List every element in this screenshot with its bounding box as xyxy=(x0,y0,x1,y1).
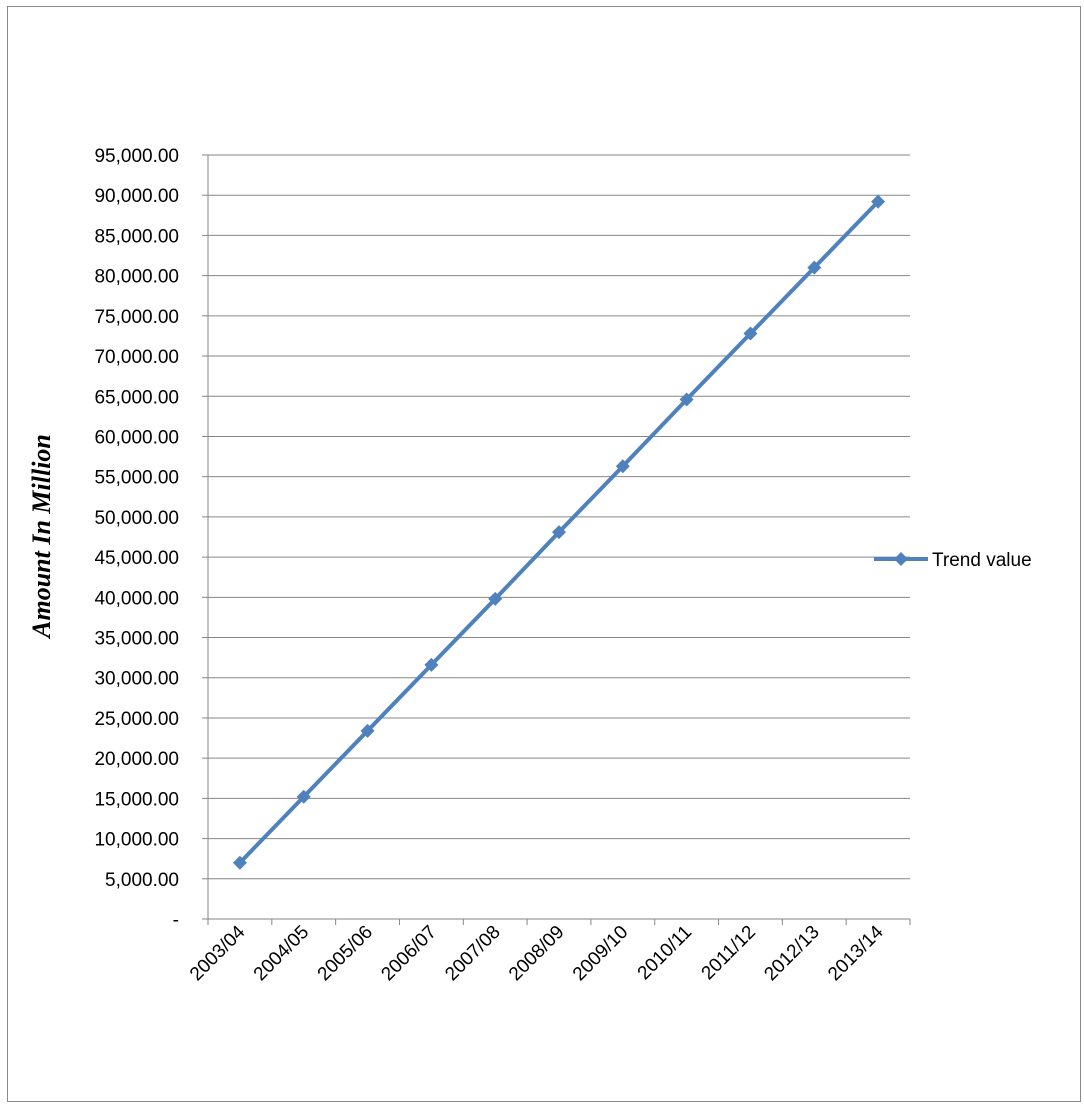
y-tick-label: 95,000.00 xyxy=(94,146,179,167)
x-tick-label: 2006/07 xyxy=(377,922,440,985)
x-tick-label: 2013/14 xyxy=(824,921,888,985)
y-tick-label: 45,000.00 xyxy=(94,548,179,569)
series-group xyxy=(232,194,886,870)
y-tick-label: 20,000.00 xyxy=(94,749,179,770)
data-point xyxy=(615,459,630,474)
axes xyxy=(202,154,911,925)
y-tick-label: 90,000.00 xyxy=(94,186,179,207)
x-tick-label: 2009/10 xyxy=(569,922,632,985)
y-tick-label: 60,000.00 xyxy=(94,427,179,448)
x-tick-label: 2004/05 xyxy=(250,922,313,985)
y-tick-label: 70,000.00 xyxy=(94,347,179,368)
data-point xyxy=(679,392,694,407)
data-point xyxy=(871,194,886,209)
legend-marker xyxy=(894,552,908,566)
y-tick-label: 30,000.00 xyxy=(94,669,179,690)
data-point xyxy=(488,591,503,606)
y-tick-label: 80,000.00 xyxy=(94,267,179,288)
x-tick-label: 2010/11 xyxy=(634,922,696,984)
x-tick-label: 2008/09 xyxy=(505,922,568,985)
legend-label: Trend value xyxy=(932,550,1032,571)
y-tick-label: 25,000.00 xyxy=(94,709,179,730)
data-point xyxy=(552,525,566,540)
x-tick-label: 2011/12 xyxy=(698,922,760,984)
y-tick-label: 75,000.00 xyxy=(94,307,179,328)
data-point xyxy=(296,789,311,804)
data-point xyxy=(360,723,375,738)
y-tick-label: 40,000.00 xyxy=(94,588,179,609)
x-tick-label: 2003/04 xyxy=(186,921,250,985)
y-tick-label: 85,000.00 xyxy=(94,226,179,247)
y-tick-label: 55,000.00 xyxy=(94,468,179,489)
y-tick-label: 5,000.00 xyxy=(105,870,179,891)
y-tick-label: 15,000.00 xyxy=(94,789,179,810)
data-point xyxy=(232,855,247,870)
data-point xyxy=(743,326,758,341)
y-tick-label: 50,000.00 xyxy=(94,508,179,529)
x-tick-label: 2007/08 xyxy=(441,922,504,985)
data-point xyxy=(807,260,822,275)
legend: Trend value xyxy=(874,550,1032,571)
x-tick-label: 2005/06 xyxy=(314,922,377,985)
y-tick-labels: - 5,000.00 10,000.00 15,000.00 20,000.00 25,0… xyxy=(94,146,179,931)
x-tick-label: 2012/13 xyxy=(760,922,823,985)
data-point xyxy=(424,657,439,672)
gridlines xyxy=(208,154,910,880)
y-tick-label: 35,000.00 xyxy=(94,629,179,650)
y-axis-title: Amount In Million xyxy=(27,434,56,640)
x-tick-labels: 2003/04 2004/05 2005/06 2006/07 2007/08 2008/… xyxy=(186,921,888,985)
y-tick-label: 65,000.00 xyxy=(94,387,179,408)
y-tick-label: 10,000.00 xyxy=(94,830,179,851)
y-tick-label: - xyxy=(173,910,179,931)
